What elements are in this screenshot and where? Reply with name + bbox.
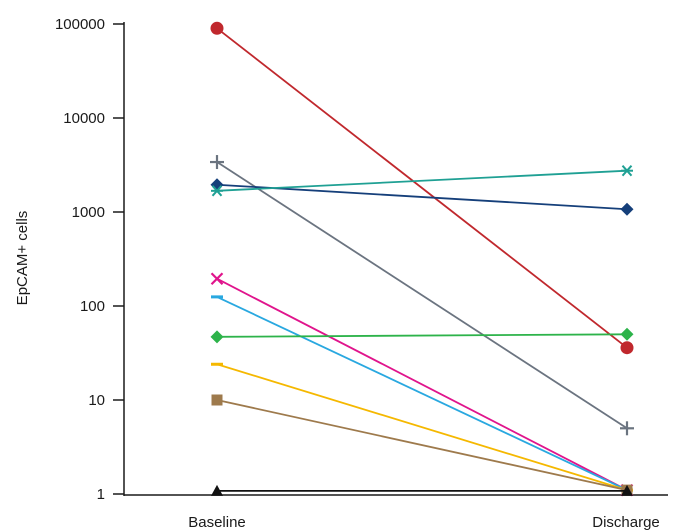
series-layer: [210, 21, 634, 497]
series-2: [210, 178, 634, 216]
data-point-asterisk-marker: [211, 185, 223, 197]
data-point-diamond-marker: [210, 178, 224, 192]
y-ticks: 1 10 100 1000 10000 100000: [55, 16, 124, 503]
data-point-triangle-marker: [621, 484, 633, 496]
y-tick-label: 100: [80, 298, 105, 315]
x-category-labels: Baseline Discharge: [188, 514, 660, 531]
data-point-plus-marker: [620, 421, 634, 436]
data-point-diamond-marker: [620, 202, 634, 216]
y-tick-label: 100000: [55, 16, 105, 33]
series-3: [211, 165, 633, 197]
data-point-asterisk-marker: [621, 165, 633, 177]
series-line: [216, 183, 628, 211]
series-line: [216, 277, 628, 491]
x-category-label: Baseline: [188, 514, 246, 531]
series-line: [216, 161, 628, 430]
y-tick-label: 1000: [72, 204, 105, 221]
data-point-triangle-marker: [211, 484, 223, 496]
series-7: [211, 362, 633, 492]
series-line: [216, 363, 628, 491]
y-tick-label: 1: [97, 486, 105, 503]
series-9: [211, 484, 633, 496]
data-point-diamond-marker: [210, 330, 224, 344]
y-axis-label: EpCAM+ cells: [14, 211, 31, 306]
y-tick-label: 10000: [63, 110, 105, 127]
y-tick-label: 10: [88, 392, 105, 409]
series-line: [216, 333, 628, 338]
x-category-label: Discharge: [592, 514, 660, 531]
series-0: [210, 21, 634, 355]
series-line: [216, 27, 628, 349]
data-point-diamond-marker: [620, 327, 634, 341]
data-point-x-marker: [210, 272, 224, 286]
data-point-square-marker: [211, 394, 223, 406]
data-point-plus-marker: [210, 155, 224, 170]
series-6: [210, 327, 634, 344]
series-1: [210, 155, 634, 436]
data-point-circle-marker: [620, 341, 634, 355]
series-line: [216, 399, 628, 491]
series-8: [211, 394, 633, 496]
series-line: [216, 296, 628, 491]
data-point-circle-marker: [210, 21, 224, 35]
series-line: [216, 169, 628, 192]
